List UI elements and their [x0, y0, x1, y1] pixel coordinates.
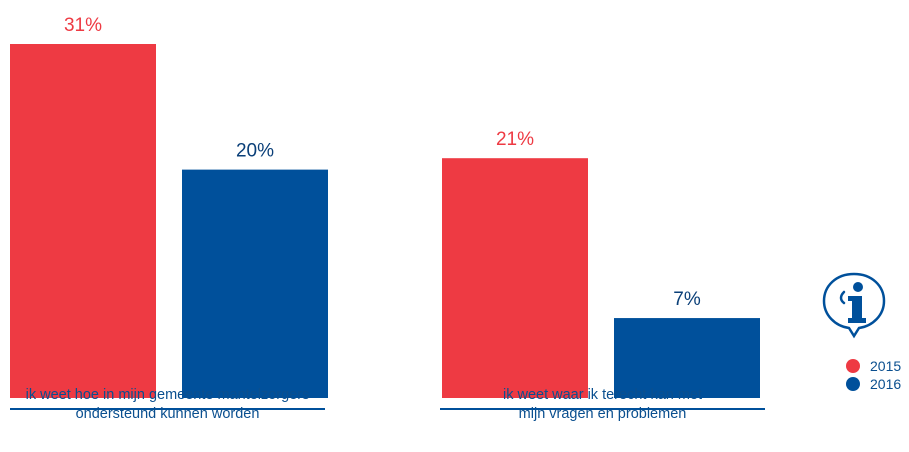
data-label-2016-cat1: 20% [236, 141, 274, 162]
legend-item-2016: 2016 [846, 375, 901, 393]
bar-2015-cat2 [442, 158, 588, 398]
legend-label-2015: 2015 [870, 358, 902, 374]
data-label-2015-cat1: 31% [64, 15, 102, 36]
info-icon[interactable] [818, 270, 890, 340]
legend-swatch-2016 [846, 377, 860, 391]
bar-2015-cat1 [10, 44, 156, 398]
bar-2016-cat1 [182, 169, 328, 398]
legend-swatch-2015 [846, 359, 860, 373]
legend-label-2016: 2016 [870, 376, 902, 392]
data-label-2016-cat2: 7% [673, 289, 701, 310]
data-label-2015-cat2: 21% [496, 129, 534, 150]
legend: 2015 2016 [846, 357, 901, 393]
legend-item-2015: 2015 [846, 357, 901, 375]
category-label-1: ik weet hoe in mijn gemeente mantelzorge… [25, 387, 310, 422]
category-label-2: ik weet waar ik terecht kan met mijn vra… [502, 387, 703, 422]
bar-2016-cat2 [614, 318, 760, 398]
